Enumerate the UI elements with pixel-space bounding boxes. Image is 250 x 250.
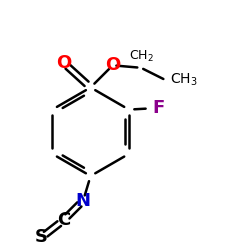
Text: CH$_3$: CH$_3$ [170,72,198,88]
Text: O: O [105,56,120,74]
Text: C: C [57,211,70,229]
Text: CH$_2$: CH$_2$ [128,49,154,64]
Text: O: O [56,54,71,72]
Text: F: F [152,99,164,117]
Text: N: N [76,192,91,210]
Text: S: S [35,228,48,246]
